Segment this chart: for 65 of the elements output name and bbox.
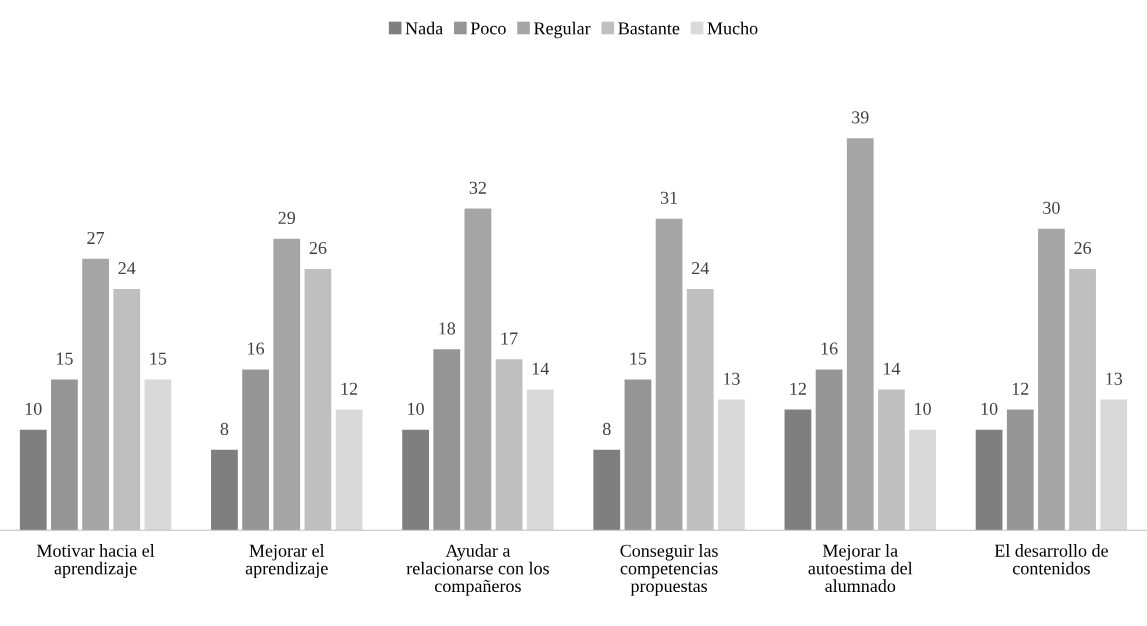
data-label: 10 xyxy=(25,402,42,415)
data-label: 32 xyxy=(469,181,486,194)
bar xyxy=(82,258,109,531)
data-label: 24 xyxy=(118,262,136,275)
bar xyxy=(211,449,238,531)
data-label: 27 xyxy=(87,231,105,244)
bar xyxy=(242,369,269,531)
data-label: 15 xyxy=(56,352,73,365)
x-tick-label: Mejorar el aprendizaje xyxy=(245,544,328,579)
data-label: 26 xyxy=(1074,241,1092,255)
bar xyxy=(1006,409,1034,531)
data-label: 13 xyxy=(723,372,740,385)
data-label: 13 xyxy=(1106,372,1123,385)
data-label: 10 xyxy=(981,402,998,415)
x-tick-label: Mejorar la autoestima del alumnado xyxy=(808,544,913,593)
x-tick-label: El desarrollo de contenidos xyxy=(994,544,1108,575)
bar xyxy=(433,349,461,531)
data-label: 30 xyxy=(1043,201,1060,214)
data-label: 15 xyxy=(150,352,167,365)
bar xyxy=(526,389,554,531)
data-label: 17 xyxy=(501,332,518,345)
bar xyxy=(593,449,621,531)
bar xyxy=(335,409,363,531)
data-label: 26 xyxy=(309,241,327,255)
bar xyxy=(624,379,652,531)
bar xyxy=(718,399,745,531)
bar xyxy=(655,218,683,531)
data-label: 24 xyxy=(692,262,709,275)
bar xyxy=(144,379,172,531)
bar xyxy=(464,208,492,531)
legend-label: Nada xyxy=(405,21,443,35)
bar xyxy=(402,429,429,531)
data-label: 15 xyxy=(630,352,647,365)
bar xyxy=(784,409,812,531)
bar xyxy=(846,138,874,531)
legend-label: Bastante xyxy=(618,22,680,35)
bar xyxy=(1100,399,1128,531)
data-label: 14 xyxy=(883,362,901,375)
data-label: 12 xyxy=(790,382,806,395)
data-label: 14 xyxy=(532,362,549,375)
bar xyxy=(51,379,78,531)
data-label: 8 xyxy=(220,422,229,436)
legend-label: Poco xyxy=(470,22,506,35)
data-label: 39 xyxy=(852,111,869,124)
bar xyxy=(273,238,301,531)
bar xyxy=(1038,228,1065,531)
legend-label: Regular xyxy=(534,21,591,39)
data-label: 18 xyxy=(439,322,456,335)
data-label: 29 xyxy=(278,211,296,224)
data-label: 16 xyxy=(248,342,265,355)
legend-label: Mucho xyxy=(707,21,758,35)
bar xyxy=(815,369,843,531)
bar xyxy=(909,429,936,531)
bar xyxy=(19,429,47,531)
data-label: 8 xyxy=(602,422,611,436)
data-label: 12 xyxy=(341,382,358,395)
bar xyxy=(975,429,1003,531)
data-label: 12 xyxy=(1012,382,1029,395)
data-label: 10 xyxy=(408,402,424,415)
data-label: 31 xyxy=(660,191,678,204)
x-tick-label: Motivar hacia el aprendizaje xyxy=(36,544,155,579)
data-label: 10 xyxy=(915,402,931,415)
data-label: 16 xyxy=(821,342,838,355)
x-tick-label: Ayudar a relacionarse con los compañeros xyxy=(406,544,549,596)
x-tick-label: Conseguir las competencias propuestas xyxy=(620,544,718,596)
